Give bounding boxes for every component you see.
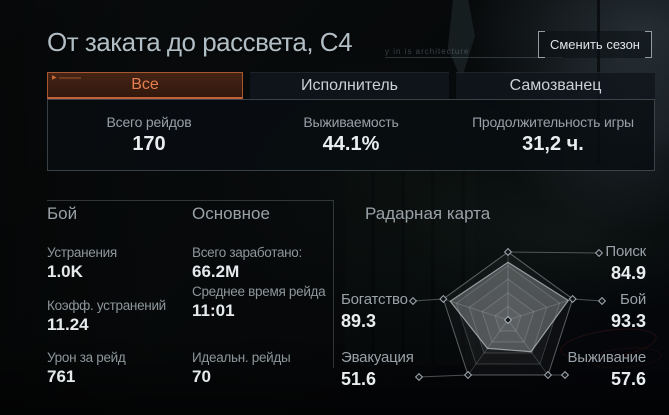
radar-label-survival-text: Выживание (567, 349, 646, 366)
tab-impostor-label: Самозванец (509, 77, 602, 94)
radar-label-evacuation-text: Эвакуация (341, 349, 414, 366)
stat-avg-raid-time-value: 11:01 (192, 301, 235, 320)
stat-kill-ratio-value: 11.24 (47, 315, 89, 334)
stat-kill-ratio-label: Коэфф. устранений (47, 298, 166, 313)
change-season-button[interactable]: Сменить сезон (538, 31, 652, 58)
summary-playtime-value: 31,2 ч. (522, 133, 584, 155)
stat-total-earned: Всего заработано: 66.2M (192, 244, 330, 282)
radar-label-combat-value: 93.3 (610, 311, 646, 331)
summary-playtime-label: Продолжительность игры (472, 114, 634, 130)
summary-total-raids: Всего рейдов 170 (48, 100, 250, 170)
radar-label-search: Поиск 84.9 (605, 243, 646, 284)
background-ghost-text: y in is architecture (385, 47, 470, 56)
summary-survival-rate: Выживаемость 44.1% (250, 100, 452, 170)
stat-kill-ratio: Коэфф. устранений 11.24 (47, 297, 166, 335)
stat-damage-per-raid-value: 761 (47, 367, 76, 386)
radar-label-evacuation-value: 51.6 (341, 369, 377, 389)
combat-section-heading: Бой (47, 204, 78, 223)
stat-total-earned-label: Всего заработано: (192, 245, 302, 260)
tab-impostor[interactable]: Самозванец (456, 72, 655, 99)
tab-performer-label: Исполнитель (300, 77, 398, 94)
stat-eliminations: Устранения 1.0K (47, 244, 117, 282)
radar-label-wealth-text: Богатство (341, 291, 408, 308)
page-title: От заката до рассвета, С4 (47, 27, 353, 57)
stat-perfect-raids-value: 70 (192, 367, 211, 386)
tab-performer[interactable]: Исполнитель (250, 72, 449, 99)
summary-playtime: Продолжительность игры 31,2 ч. (452, 100, 654, 170)
radar-label-wealth-value: 89.3 (341, 311, 377, 331)
stat-perfect-raids-label: Идеальн. рейды (192, 350, 291, 365)
radar-label-search-value: 84.9 (610, 263, 646, 283)
radar-label-evacuation: Эвакуация 51.6 (341, 349, 414, 390)
tab-all-label: Все (131, 76, 159, 93)
radar-label-survival: Выживание 57.6 (567, 349, 646, 390)
summary-total-raids-label: Всего рейдов (106, 114, 192, 130)
section-divider-horizontal (47, 200, 333, 201)
radar-label-search-text: Поиск (605, 243, 646, 260)
stat-damage-per-raid: Урон за рейд 761 (47, 349, 126, 387)
stat-avg-raid-time: Среднее время рейда 11:01 (192, 283, 327, 321)
radar-label-combat: Бой 93.3 (611, 291, 646, 332)
radar-section-heading: Радарная карта (365, 204, 491, 223)
summary-total-raids-value: 170 (132, 133, 166, 155)
summary-survival-rate-label: Выживаемость (303, 114, 399, 130)
change-season-label: Сменить сезон (549, 37, 640, 52)
radar-label-survival-value: 57.6 (610, 369, 646, 389)
section-divider-vertical (333, 200, 334, 368)
stat-perfect-raids: Идеальн. рейды 70 (192, 349, 291, 387)
stat-eliminations-label: Устранения (47, 245, 117, 260)
tab-all[interactable]: ▶ Все (47, 72, 243, 99)
stat-damage-per-raid-label: Урон за рейд (47, 350, 126, 365)
active-tab-marker-streak (59, 77, 81, 79)
background-ghost-underline (385, 57, 563, 58)
summary-panel: Всего рейдов 170 Выживаемость 44.1% Прод… (47, 99, 655, 171)
summary-survival-rate-value: 44.1% (322, 133, 380, 155)
stat-avg-raid-time-label: Среднее время рейда (192, 284, 326, 299)
radar-label-wealth: Богатство 89.3 (341, 291, 408, 332)
radar-label-combat-text: Бой (620, 291, 646, 308)
stat-total-earned-value: 66.2M (192, 262, 240, 281)
general-section-heading: Основное (192, 204, 270, 223)
active-tab-marker-icon: ▶ (52, 75, 57, 81)
stat-eliminations-value: 1.0K (47, 262, 83, 281)
